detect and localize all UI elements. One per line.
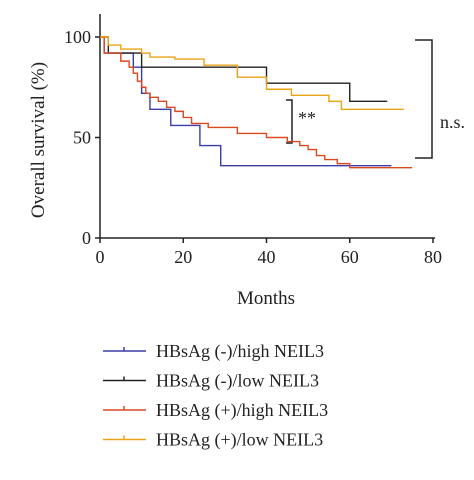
- annotation: n.s.: [440, 112, 465, 132]
- legend-label: HBsAg (+)/low NEIL3: [156, 430, 323, 451]
- y-axis-label: Overall survival (%): [28, 62, 49, 218]
- x-tick-label: 20: [174, 247, 192, 267]
- y-tick-label: 50: [73, 128, 91, 148]
- legend-label: HBsAg (+)/high NEIL3: [156, 400, 328, 421]
- x-tick-label: 0: [96, 247, 105, 267]
- survival-curve: [100, 36, 388, 103]
- legend-label: HBsAg (-)/high NEIL3: [156, 341, 324, 362]
- x-tick-label: 40: [258, 247, 276, 267]
- x-tick-label: 60: [341, 247, 359, 267]
- legend-label: HBsAg (-)/low NEIL3: [156, 371, 319, 392]
- x-axis-label: Months: [237, 288, 295, 309]
- x-tick-label: 80: [424, 247, 442, 267]
- bracket: [286, 99, 293, 144]
- survival-curve: [100, 36, 404, 111]
- y-tick-label: 0: [82, 228, 91, 248]
- annotation: **: [298, 108, 316, 128]
- y-tick-label: 100: [64, 27, 91, 47]
- survival-curve: [100, 36, 413, 169]
- bracket: [415, 39, 433, 159]
- survival-curve: [100, 36, 392, 167]
